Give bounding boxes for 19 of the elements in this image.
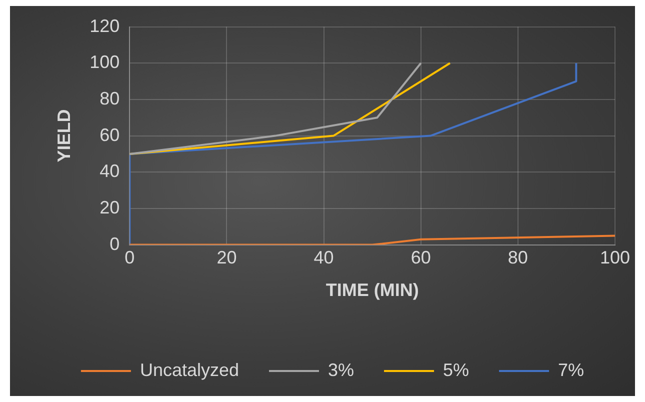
- x-tick-label: 0: [124, 248, 135, 268]
- y-axis-title: YIELD: [54, 109, 74, 162]
- y-tick-label: 80: [100, 88, 120, 108]
- y-tick-label: 100: [90, 52, 120, 72]
- y-tick-label: 120: [90, 16, 120, 36]
- y-tick-label: 20: [100, 197, 120, 218]
- x-tick-label: 80: [508, 248, 528, 268]
- y-tick-label: 40: [100, 161, 120, 182]
- x-tick-label: 60: [410, 248, 431, 268]
- x-tick-label: 100: [600, 248, 630, 268]
- legend-label: Uncatalyzed: [140, 360, 240, 380]
- x-axis-title: TIME (MIN): [326, 280, 419, 300]
- legend-label: 7%: [558, 360, 584, 380]
- x-tick-label: 40: [314, 248, 334, 268]
- x-tick-label: 20: [216, 248, 237, 268]
- y-tick-label: 60: [100, 124, 120, 145]
- legend-label: 5%: [443, 360, 470, 380]
- y-tick-label: 0: [110, 234, 120, 254]
- legend-label: 3%: [328, 360, 354, 380]
